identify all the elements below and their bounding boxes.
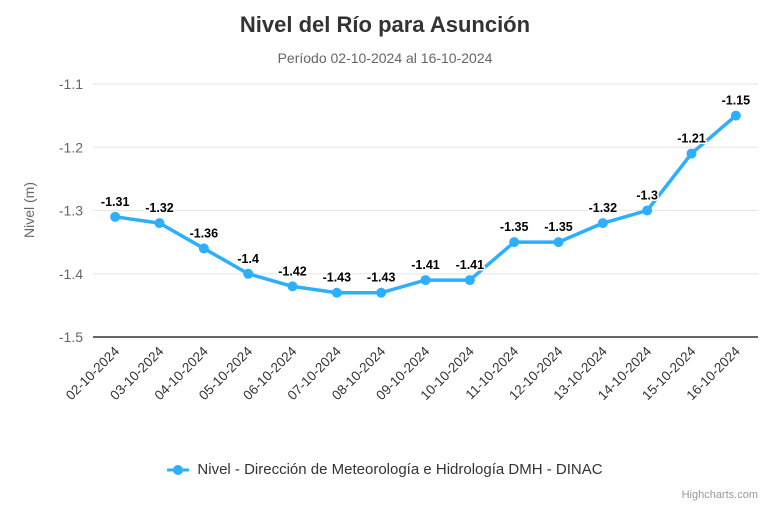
y-tick-label: -1.1: [59, 76, 83, 92]
data-point-marker[interactable]: [110, 211, 121, 222]
data-point-marker[interactable]: [597, 218, 608, 229]
y-tick-label: -1.5: [59, 329, 83, 345]
data-point-marker[interactable]: [464, 275, 475, 286]
data-point-marker[interactable]: [154, 218, 165, 229]
data-point-marker[interactable]: [686, 148, 697, 159]
data-label: -1.4: [237, 252, 259, 266]
data-label: -1.35: [500, 220, 529, 234]
chart-title: Nivel del Río para Asunción: [239, 12, 531, 37]
data-label: -1.3: [636, 189, 658, 203]
data-point-marker[interactable]: [331, 287, 342, 298]
highcharts-credit[interactable]: Highcharts.com: [681, 489, 758, 501]
data-label: -1.35: [544, 220, 573, 234]
chart-subtitle: Período 02-10-2024 al 16-10-2024: [277, 50, 493, 66]
data-label: -1.41: [456, 258, 485, 272]
data-point-marker[interactable]: [243, 268, 254, 279]
legend-line-marker-icon: [167, 464, 190, 475]
data-label: -1.43: [323, 271, 352, 285]
data-point-marker[interactable]: [730, 110, 741, 121]
data-label: -1.42: [278, 264, 307, 278]
y-tick-label: -1.2: [59, 139, 83, 155]
legend-label: Nivel - Dirección de Meteorología e Hidr…: [197, 461, 603, 478]
data-label: -1.32: [589, 201, 618, 215]
y-tick-label: -1.3: [59, 203, 83, 219]
data-label: -1.32: [145, 201, 174, 215]
data-point-marker[interactable]: [376, 287, 387, 298]
data-point-marker[interactable]: [287, 281, 298, 292]
data-point-marker[interactable]: [420, 275, 431, 286]
data-label: -1.31: [101, 195, 130, 209]
legend-item[interactable]: Nivel - Dirección de Meteorología e Hidr…: [0, 461, 770, 478]
data-label: -1.41: [411, 258, 440, 272]
data-point-marker[interactable]: [553, 237, 564, 248]
data-label: -1.36: [190, 226, 219, 240]
y-tick-label: -1.4: [59, 266, 83, 282]
data-point-marker[interactable]: [642, 205, 653, 216]
data-label: -1.21: [677, 132, 706, 146]
data-label: -1.43: [367, 271, 396, 285]
data-point-marker[interactable]: [509, 237, 520, 248]
data-label: -1.15: [722, 94, 751, 108]
data-point-marker[interactable]: [198, 243, 209, 254]
